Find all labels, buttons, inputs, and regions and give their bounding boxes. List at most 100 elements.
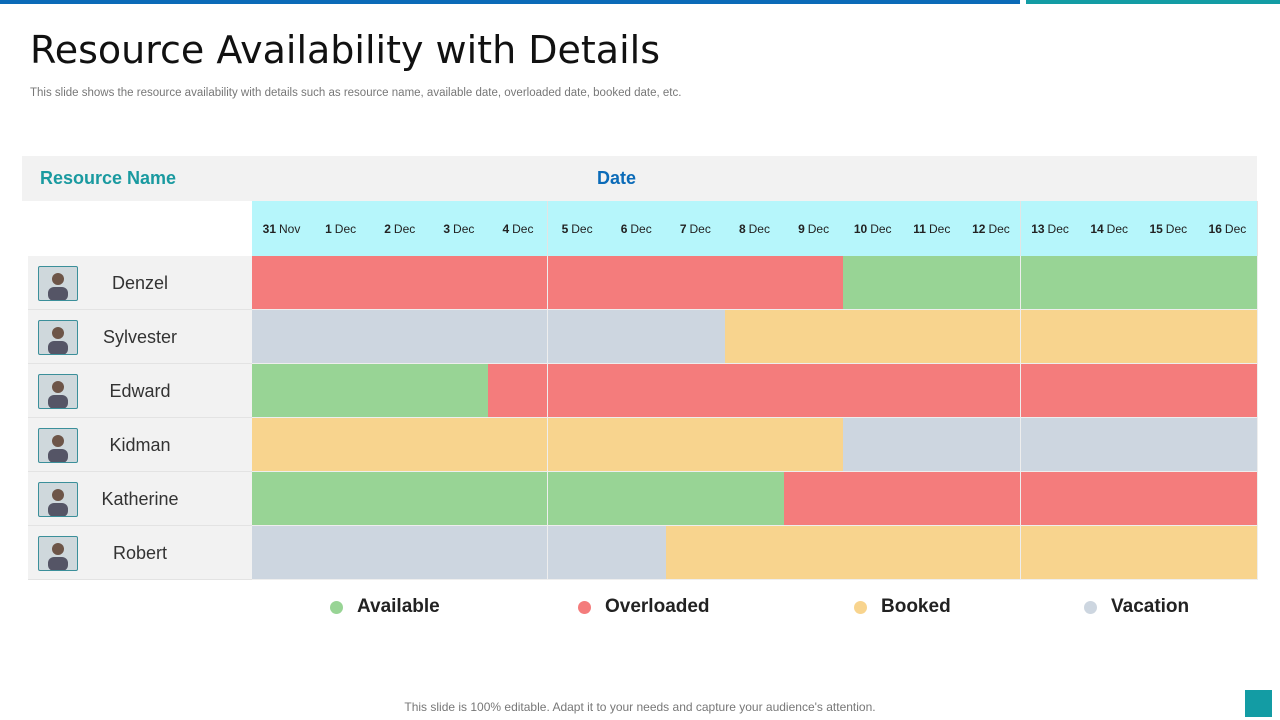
status-cell-booked bbox=[961, 310, 1022, 364]
status-cell-booked bbox=[843, 526, 904, 580]
status-cell-booked bbox=[724, 526, 785, 580]
legend-item-overloaded: Overloaded bbox=[578, 596, 710, 618]
status-cell-overloaded bbox=[665, 256, 726, 310]
date-column-header: 12 Dec bbox=[961, 201, 1022, 256]
table-header: Resource Name Date bbox=[22, 156, 1257, 201]
status-cell-booked bbox=[902, 310, 963, 364]
date-month: Dec bbox=[988, 221, 1010, 236]
status-cell-overloaded bbox=[606, 256, 667, 310]
status-cell-overloaded bbox=[902, 364, 963, 418]
legend-item-vacation: Vacation bbox=[1084, 596, 1189, 618]
status-cell-overloaded bbox=[961, 472, 1022, 526]
status-cell-booked bbox=[1197, 310, 1258, 364]
date-month: Dec bbox=[1224, 221, 1247, 236]
status-cell-booked bbox=[784, 526, 845, 580]
date-day: 10 bbox=[853, 221, 868, 236]
status-cell-overloaded bbox=[1020, 364, 1081, 418]
date-month: Dec bbox=[334, 221, 357, 236]
legend-label: Booked bbox=[881, 596, 951, 617]
date-column-header: 9 Dec bbox=[784, 201, 845, 256]
status-cell-overloaded bbox=[784, 256, 845, 310]
date-day: 13 bbox=[1031, 221, 1045, 236]
status-cell-overloaded bbox=[1138, 472, 1199, 526]
status-cell-booked bbox=[547, 418, 608, 472]
status-cell-overloaded bbox=[370, 256, 431, 310]
status-cell-booked bbox=[784, 418, 845, 472]
legend-dot-icon bbox=[578, 600, 591, 614]
status-cell-vacation bbox=[370, 526, 431, 580]
legend-label: Available bbox=[357, 596, 440, 617]
status-cell-overloaded bbox=[1020, 472, 1081, 526]
status-cell-vacation bbox=[252, 526, 312, 580]
date-column-header: 10 Dec bbox=[843, 201, 904, 256]
resource-name: Kidman bbox=[109, 435, 171, 455]
date-column-header: 1 Dec bbox=[311, 201, 372, 256]
page-subtitle: This slide shows the resource availabili… bbox=[30, 87, 682, 99]
status-cell-vacation bbox=[370, 310, 431, 364]
status-cell-overloaded bbox=[724, 364, 785, 418]
status-cell-overloaded bbox=[1079, 364, 1140, 418]
date-column-header: 7 Dec bbox=[665, 201, 726, 256]
date-month: Dec bbox=[748, 221, 770, 236]
date-month: Dec bbox=[393, 221, 416, 236]
status-cell-booked bbox=[902, 526, 963, 580]
date-day: 6 bbox=[620, 221, 628, 236]
resource-name: Edward bbox=[109, 381, 171, 401]
footer-note: This slide is 100% editable. Adapt it to… bbox=[404, 700, 876, 714]
date-day: 31 bbox=[262, 221, 276, 236]
status-cell-available bbox=[311, 472, 372, 526]
status-cell-vacation bbox=[961, 418, 1022, 472]
date-month: Dec bbox=[512, 221, 534, 236]
legend-label: Vacation bbox=[1111, 596, 1190, 617]
status-cell-available bbox=[1079, 256, 1140, 310]
date-day: 1 bbox=[325, 221, 332, 236]
avatar bbox=[38, 428, 78, 463]
status-cell-available bbox=[961, 256, 1022, 310]
date-day: 16 bbox=[1208, 221, 1222, 236]
status-cell-available bbox=[665, 472, 726, 526]
status-cell-available bbox=[252, 364, 312, 418]
resource-name-header: Resource Name bbox=[40, 168, 177, 188]
legend-dot-icon bbox=[1084, 600, 1097, 614]
date-day: 11 bbox=[913, 221, 926, 236]
status-cell-available bbox=[488, 472, 549, 526]
status-cell-booked bbox=[488, 418, 549, 472]
status-cell-vacation bbox=[488, 526, 549, 580]
status-cell-overloaded bbox=[784, 364, 845, 418]
date-column-header: 5 Dec bbox=[547, 201, 608, 256]
status-cell-overloaded bbox=[311, 256, 372, 310]
status-cell-vacation bbox=[547, 526, 608, 580]
date-day: 5 bbox=[561, 221, 569, 236]
resource-row-label: Denzel bbox=[28, 256, 252, 310]
status-cell-available bbox=[370, 472, 431, 526]
resource-row-label: Sylvester bbox=[28, 310, 252, 364]
status-cell-booked bbox=[665, 418, 726, 472]
date-column-header: 31 Nov bbox=[252, 201, 312, 256]
resource-row-label: Robert bbox=[28, 526, 252, 580]
status-cell-overloaded bbox=[1197, 472, 1258, 526]
date-column-header: 3 Dec bbox=[429, 201, 490, 256]
status-cell-booked bbox=[429, 418, 490, 472]
top-accent-bar-secondary bbox=[1026, 0, 1280, 4]
legend-dot-icon bbox=[854, 600, 867, 614]
status-cell-booked bbox=[1020, 310, 1081, 364]
status-cell-booked bbox=[961, 526, 1022, 580]
status-cell-overloaded bbox=[488, 256, 549, 310]
date-column-header: 13 Dec bbox=[1020, 201, 1081, 256]
date-day: 2 bbox=[384, 221, 391, 236]
status-cell-overloaded bbox=[1138, 364, 1199, 418]
status-cell-available bbox=[843, 256, 904, 310]
avatar bbox=[38, 374, 78, 409]
status-cell-available bbox=[311, 364, 372, 418]
status-cell-overloaded bbox=[606, 364, 667, 418]
resource-name: Denzel bbox=[111, 273, 169, 293]
legend-item-booked: Booked bbox=[854, 596, 951, 618]
status-cell-available bbox=[1138, 256, 1199, 310]
date-month: Nov bbox=[279, 221, 301, 236]
status-cell-overloaded bbox=[961, 364, 1022, 418]
date-day: 9 bbox=[798, 221, 805, 236]
date-month: Dec bbox=[1106, 221, 1129, 236]
status-cell-overloaded bbox=[547, 256, 608, 310]
status-cell-booked bbox=[606, 418, 667, 472]
date-month: Dec bbox=[1047, 221, 1069, 236]
